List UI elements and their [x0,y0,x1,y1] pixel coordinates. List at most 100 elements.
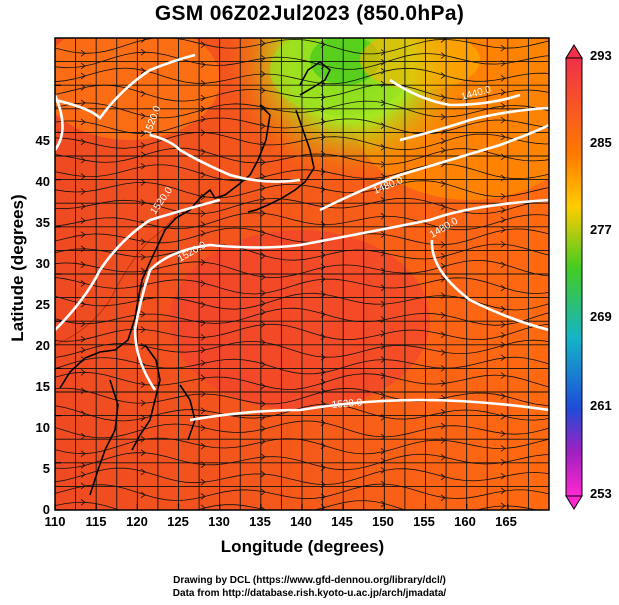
wind-arrow [140,253,146,261]
wind-arrow [260,400,266,408]
wind-arrow [440,437,446,444]
wind-arrow [80,118,86,126]
wind-arrow [320,93,326,101]
wind-arrow [380,467,386,474]
wind-arrow [80,320,86,328]
wind-arrow [260,195,266,203]
colorbar-tick-label: 293 [590,48,612,63]
wind-arrow [380,212,386,220]
streamline [55,180,549,199]
wind-arrow [80,173,86,180]
wind-arrow [500,116,506,124]
wind-arrow [500,392,506,400]
wind-arrow [500,487,506,495]
lon-tick-label: 160 [454,514,476,529]
wind-arrow [140,238,146,246]
wind-arrow [200,407,206,415]
wind-arrow [80,231,86,238]
wind-arrow [200,221,206,228]
streamline [55,387,549,406]
wind-arrow [440,494,446,502]
wind-arrow [260,470,266,478]
wind-arrow [380,80,386,88]
lon-tick-label: 120 [126,514,148,529]
wind-arrow [80,432,86,440]
wind-arrow [200,374,206,382]
wind-arrow [260,173,266,180]
lon-tick-label: 155 [413,514,435,529]
chart-title: GSM 06Z02Jul2023 (850.0hPa) [154,2,465,25]
wind-arrow [440,225,446,232]
wind-arrow [320,311,326,318]
wind-arrow [500,74,506,82]
wind-arrow [80,471,86,478]
wind-arrow [80,138,86,146]
wind-arrow [260,413,266,421]
wind-arrow [320,105,326,113]
wind-arrow [500,430,506,438]
wind-arrow [80,261,86,269]
wind-arrow [140,151,146,159]
streamline [55,197,549,215]
wind-arrow [260,339,266,346]
wind-arrow [260,382,266,390]
wind-arrow [260,488,266,496]
wind-arrow [140,381,146,388]
wind-arrow [200,193,206,201]
wind-arrow [500,153,506,161]
wind-arrow [380,500,386,508]
wind-arrow [380,196,386,204]
lon-tick-label: 125 [167,514,189,529]
wind-arrow [380,184,386,191]
wind-arrow [320,221,326,228]
wind-arrow [140,399,146,407]
streamline [55,452,549,471]
wind-arrow [500,60,506,67]
wind-arrow [500,458,506,466]
wind-arrow [500,44,506,52]
wind-arrow [440,331,446,339]
wind-arrow [200,258,206,266]
lat-tick-label: 5 [42,461,50,476]
wind-arrow [260,438,266,445]
streamline [55,437,549,455]
lat-tick-label: 40 [35,174,50,189]
wind-arrow [200,461,206,469]
wind-arrow [200,210,206,217]
wind-arrow [440,72,446,79]
lon-tick-label: 140 [290,514,312,529]
wind-arrow [140,310,146,318]
wind-arrow [200,129,206,136]
wind-arrow [380,414,386,421]
colorbar-tick-label: 285 [590,135,612,150]
lat-tick-label: 20 [35,338,50,353]
wind-arrow [440,453,446,461]
wind-arrow [500,261,506,269]
wind-arrow [140,342,146,350]
wind-arrow [440,422,446,430]
streamline [55,100,549,119]
wind-arrow [200,346,206,354]
wind-arrow [500,372,506,379]
wind-arrow [200,493,206,500]
wind-arrow [320,133,326,141]
wind-arrow [320,263,326,271]
wind-arrow [260,70,266,78]
credit-line-dcl: Drawing by DCL (https://www.gfd-dennou.o… [173,575,446,586]
wind-arrow [380,356,386,363]
wind-arrow [260,289,266,297]
wind-arrow [320,419,326,427]
lat-tick-label: 10 [35,420,50,435]
wind-arrow [200,41,206,49]
wind-arrow [260,308,266,316]
wind-arrow [440,408,446,416]
wind-arrow [320,464,326,471]
wind-arrow [380,173,386,181]
lat-tick-label: 15 [35,379,50,394]
axis-ticks [54,84,509,511]
wind-arrow [260,361,266,368]
wind-arrow [380,99,386,107]
wind-arrow [80,188,86,195]
wind-arrow [380,161,386,168]
